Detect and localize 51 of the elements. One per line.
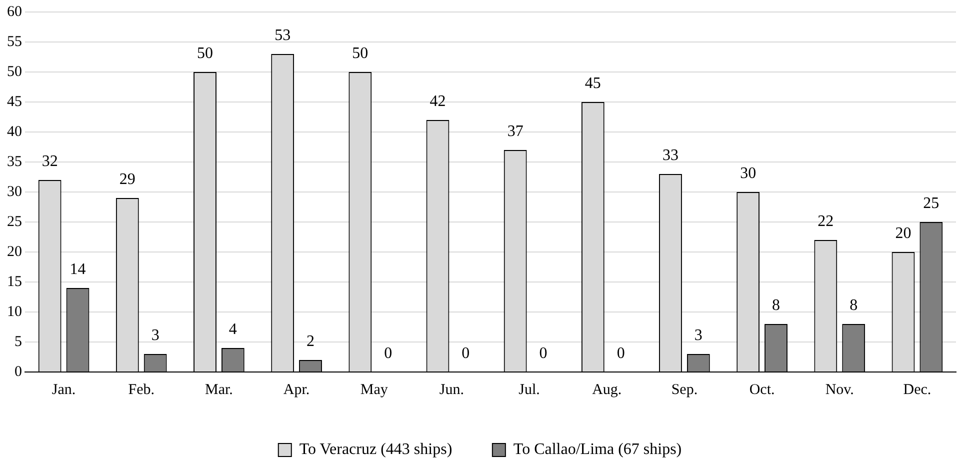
data-label: 53 — [274, 27, 291, 44]
x-tick-label: May — [360, 382, 388, 398]
y-tick-label: 30 — [7, 184, 22, 200]
y-tick-label: 40 — [7, 124, 22, 140]
legend-label: To Callao/Lima (67 ships) — [513, 441, 682, 458]
x-tick-label: Oct. — [749, 382, 775, 398]
y-tick-label: 10 — [7, 304, 22, 320]
data-label: 14 — [70, 261, 86, 278]
x-tick-label: Apr. — [283, 382, 310, 398]
y-tick-label: 5 — [14, 334, 22, 350]
data-label: 8 — [772, 297, 780, 314]
x-tick-label: Mar. — [204, 382, 233, 398]
data-label: 0 — [616, 345, 625, 362]
data-label: 50 — [196, 45, 213, 62]
x-tick-label: Feb. — [128, 382, 154, 398]
y-tick-label: 50 — [7, 64, 22, 80]
y-tick-label: 55 — [7, 34, 22, 50]
data-label: 0 — [462, 345, 470, 362]
data-label: 42 — [430, 93, 446, 110]
data-label: 8 — [850, 297, 858, 314]
data-label: 45 — [584, 75, 601, 92]
x-tick-label: Jan. — [52, 382, 76, 398]
data-label: 30 — [740, 165, 756, 182]
y-tick-label: 15 — [7, 274, 22, 290]
x-tick-label: Nov. — [825, 382, 854, 398]
y-tick-label: 35 — [7, 154, 22, 170]
data-label: 3 — [694, 327, 702, 344]
data-label: 25 — [923, 195, 940, 212]
data-label: 20 — [895, 225, 912, 242]
x-tick-label: Jun. — [439, 382, 464, 398]
data-label: 0 — [384, 345, 392, 362]
x-tick-label: Dec. — [903, 382, 932, 398]
data-label: 50 — [352, 45, 368, 62]
data-label: 37 — [507, 123, 524, 140]
y-tick-label: 45 — [7, 94, 22, 110]
x-tick-label: Sep. — [671, 382, 698, 398]
x-tick-label: Aug. — [592, 382, 622, 398]
x-tick-label: Jul. — [518, 382, 540, 398]
data-label: 32 — [42, 153, 58, 170]
data-label: 0 — [539, 345, 548, 362]
data-label: 4 — [228, 321, 237, 338]
data-label: 3 — [151, 327, 160, 344]
y-tick-label: 20 — [7, 244, 22, 260]
data-label: 33 — [662, 147, 678, 164]
data-label: 22 — [818, 213, 834, 230]
y-tick-label: 25 — [7, 214, 22, 230]
legend-label: To Veracruz (443 ships) — [299, 441, 452, 458]
data-label: 29 — [119, 171, 136, 188]
y-tick-label: 60 — [7, 4, 22, 20]
data-label: 2 — [306, 333, 315, 350]
y-tick-label: 0 — [14, 364, 22, 380]
